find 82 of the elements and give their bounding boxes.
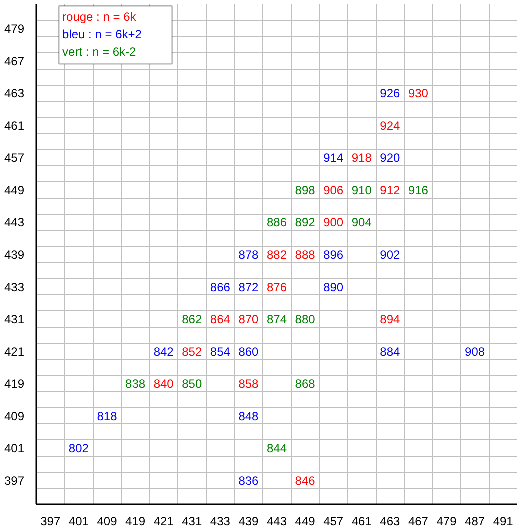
data-label: 900	[324, 216, 344, 230]
data-label: 868	[295, 377, 316, 392]
data-label: 862	[182, 312, 202, 327]
y-tick-label: 463	[4, 86, 25, 101]
y-tick-label: 433	[4, 280, 25, 294]
data-label: 914	[324, 151, 344, 166]
x-tick-label: 479	[436, 514, 458, 528]
x-tick-label: 491	[493, 514, 514, 528]
x-tick-label: 457	[324, 514, 344, 528]
data-label: 878	[238, 248, 260, 262]
data-label: 840	[154, 377, 174, 392]
y-tick-label: 421	[4, 344, 25, 359]
y-tick-label: 479	[4, 22, 25, 36]
data-label: 888	[295, 248, 316, 262]
data-label: 872	[238, 280, 260, 294]
annotation: rouge : n = 6k	[62, 10, 138, 24]
x-tick-label: 449	[295, 514, 316, 528]
y-tick-label: 449	[4, 183, 25, 198]
data-label: 890	[324, 280, 344, 294]
data-label: 884	[380, 344, 401, 359]
data-label: 850	[182, 377, 202, 392]
y-tick-label: 439	[4, 248, 25, 262]
data-label: 842	[154, 344, 174, 359]
data-label: 886	[266, 216, 288, 230]
y-tick-label: 443	[4, 216, 25, 230]
data-label: 866	[210, 280, 231, 294]
data-label: 930	[408, 86, 429, 101]
data-label: 870	[238, 312, 260, 327]
y-tick-label: 461	[4, 118, 25, 133]
data-label: 882	[266, 248, 288, 262]
data-label: 898	[295, 183, 316, 198]
x-tick-label: 463	[380, 514, 401, 528]
data-label: 892	[295, 216, 316, 230]
data-label: 854	[210, 344, 231, 359]
data-label: 860	[238, 344, 260, 359]
data-label: 818	[97, 409, 118, 424]
data-label: 896	[324, 248, 344, 262]
data-label: 910	[352, 183, 372, 198]
data-label: 920	[380, 151, 401, 166]
x-tick-label: 409	[97, 514, 118, 528]
x-tick-label: 439	[238, 514, 260, 528]
x-tick-label: 443	[266, 514, 288, 528]
x-tick-label: 461	[352, 514, 372, 528]
data-label: 924	[380, 118, 401, 133]
x-tick-label: 401	[68, 514, 90, 528]
data-label: 908	[465, 344, 486, 359]
data-label: 880	[295, 312, 316, 327]
data-label: 846	[295, 474, 316, 488]
x-tick-label: 397	[40, 514, 61, 528]
y-tick-label: 467	[4, 54, 25, 68]
y-tick-label: 409	[4, 409, 25, 424]
x-tick-label: 433	[210, 514, 231, 528]
y-tick-label: 401	[4, 442, 25, 456]
annotation: vert : n = 6k-2	[62, 45, 137, 60]
data-label: 838	[126, 377, 146, 392]
data-label: 912	[380, 183, 401, 198]
data-label: 894	[380, 312, 401, 327]
annotation: bleu : n = 6k+2	[62, 28, 142, 42]
data-label: 916	[408, 183, 429, 198]
y-tick-label: 457	[4, 151, 25, 166]
data-label: 836	[238, 474, 260, 488]
data-label: 902	[380, 248, 401, 262]
data-label: 918	[352, 151, 372, 166]
x-tick-label: 467	[408, 514, 429, 528]
data-label: 848	[238, 409, 260, 424]
data-label: 926	[380, 86, 401, 101]
data-label: 874	[266, 312, 288, 327]
x-tick-label: 421	[154, 514, 174, 528]
data-label: 802	[68, 442, 90, 456]
data-label: 904	[352, 216, 372, 230]
data-label: 864	[210, 312, 231, 327]
x-tick-label: 487	[465, 514, 486, 528]
data-label: 852	[182, 344, 202, 359]
x-tick-label: 431	[182, 514, 202, 528]
x-tick-label: 419	[126, 514, 146, 528]
y-tick-label: 419	[4, 377, 25, 392]
y-tick-label: 397	[4, 474, 25, 488]
y-tick-label: 431	[4, 312, 25, 327]
data-label: 876	[266, 280, 288, 294]
data-label: 844	[266, 442, 288, 456]
data-label: 858	[238, 377, 260, 392]
data-label: 906	[324, 183, 344, 198]
